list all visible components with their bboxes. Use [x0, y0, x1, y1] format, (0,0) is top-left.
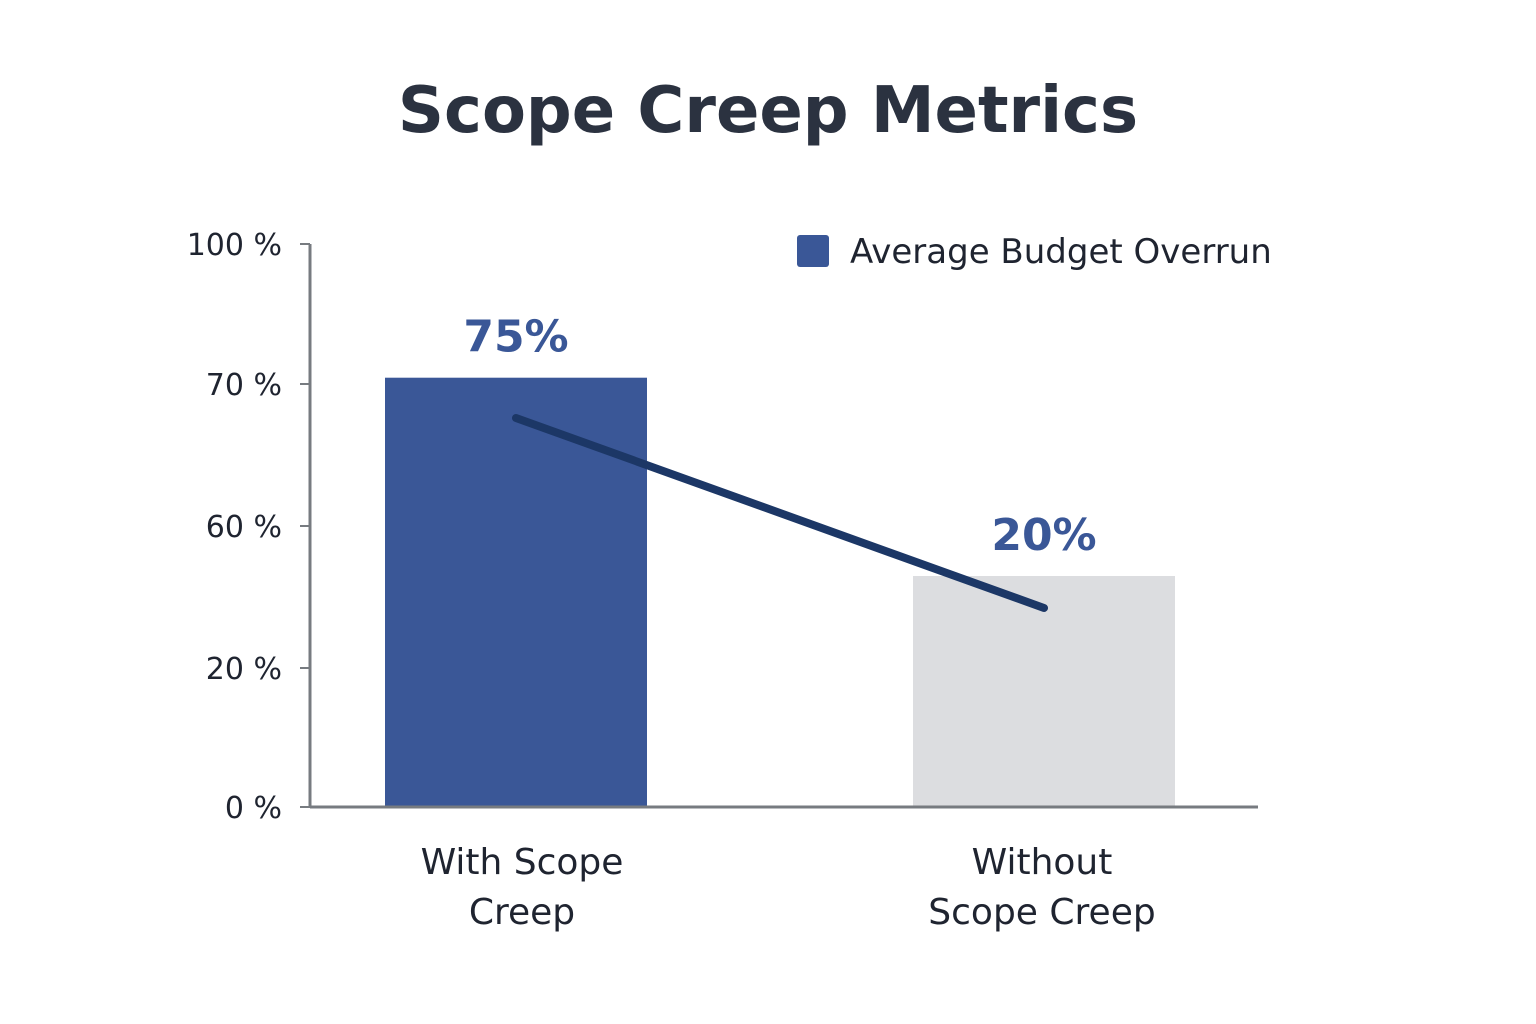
category-label-line: Creep	[469, 892, 575, 933]
axes	[308, 244, 1258, 809]
category-label: Without Scope Creep	[928, 842, 1155, 933]
category-labels: With Scope Creep Without Scope Creep	[421, 842, 1156, 933]
y-tick-label: 60 %	[206, 510, 282, 545]
y-axis-ticks: 0 % 20 % 60 % 70 % 100 %	[187, 228, 310, 826]
trend-line	[512, 414, 1048, 612]
y-tick-label: 0 %	[225, 791, 282, 826]
y-tick-label: 20 %	[206, 652, 282, 687]
bar	[385, 377, 647, 807]
trend-line-group	[512, 414, 1048, 612]
bar	[913, 576, 1175, 807]
category-label-line: Without	[972, 842, 1113, 883]
legend-label: Average Budget Overrun	[850, 232, 1272, 272]
bars	[385, 377, 1175, 807]
y-tick-label: 100 %	[187, 228, 282, 263]
legend: Average Budget Overrun	[797, 232, 1272, 272]
value-labels: 75% 20%	[463, 312, 1096, 561]
category-label: With Scope Creep	[421, 842, 624, 933]
bar-value-label: 75%	[463, 312, 568, 363]
y-tick-label: 70 %	[206, 368, 282, 403]
category-label-line: Scope Creep	[928, 892, 1155, 933]
chart-title: Scope Creep Metrics	[398, 74, 1138, 148]
legend-swatch	[797, 235, 829, 267]
bar-value-label: 20%	[991, 510, 1096, 561]
category-label-line: With Scope	[421, 842, 624, 883]
